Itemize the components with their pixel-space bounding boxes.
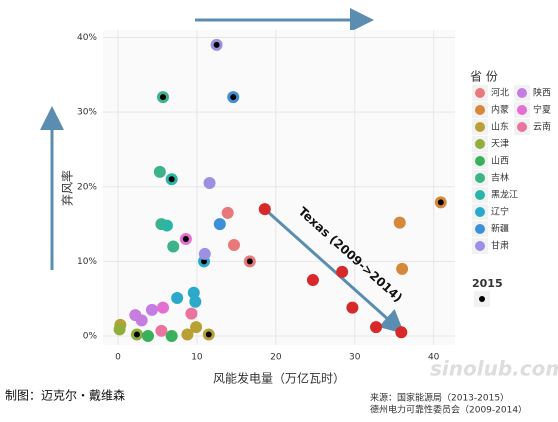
legend-label: 山西 <box>491 156 509 167</box>
legend-swatch <box>475 122 485 132</box>
y-tick-label: 0% <box>83 332 98 342</box>
x-tick-label: 10 <box>191 353 203 363</box>
point <box>135 314 148 327</box>
point <box>187 286 200 299</box>
legend-swatch <box>475 224 485 234</box>
y-tick-label: 40% <box>77 33 97 43</box>
point <box>228 238 241 251</box>
x-tick-label: 40 <box>428 353 440 363</box>
legend-swatch <box>475 207 485 217</box>
point <box>258 203 271 216</box>
x-axis-label: 风能发电量（万亿瓦时） <box>213 371 345 386</box>
marker-2015 <box>133 331 140 338</box>
legend-label: 天津 <box>491 139 509 150</box>
legend-swatch <box>475 88 485 98</box>
legend-label: 内蒙 <box>491 104 509 116</box>
legend-swatch <box>479 296 485 302</box>
marker-2015 <box>205 331 212 338</box>
y-axis-label: 弃风率 <box>60 170 75 206</box>
legend-label: 新疆 <box>491 223 509 235</box>
legend-swatch <box>475 190 485 200</box>
legend-swatch <box>517 105 527 115</box>
source: 来源：国家能源局（2013-2015） <box>370 392 509 404</box>
point <box>156 301 169 314</box>
legend-swatch <box>475 156 485 166</box>
point <box>171 291 184 304</box>
point <box>306 274 319 287</box>
legend-title: 2015 <box>472 277 503 290</box>
legend-label: 辽宁 <box>491 206 509 218</box>
x-tick-label: 20 <box>270 353 282 363</box>
point <box>346 301 359 314</box>
legend-swatch <box>475 139 485 149</box>
point <box>189 295 202 308</box>
marker-2015 <box>182 236 189 243</box>
point <box>153 165 166 178</box>
y-tick-label: 10% <box>77 257 97 267</box>
legend-swatch <box>517 122 527 132</box>
x-tick-label: 0 <box>115 353 121 363</box>
marker-2015 <box>213 41 220 48</box>
point <box>221 206 234 219</box>
point <box>396 262 409 275</box>
marker-2015 <box>246 258 253 265</box>
legend-swatch <box>475 173 485 183</box>
texas-arrow <box>267 210 405 334</box>
watermark: sinolub.com <box>430 357 558 381</box>
legend-label: 河北 <box>491 87 509 99</box>
point <box>190 321 203 334</box>
point <box>395 326 408 339</box>
point <box>141 330 154 343</box>
legend-swatch <box>475 241 485 251</box>
marker-2015 <box>168 176 175 183</box>
point <box>145 303 158 316</box>
legend-swatch <box>475 105 485 115</box>
y-tick-label: 20% <box>77 182 97 192</box>
point <box>160 219 173 232</box>
point <box>155 324 168 337</box>
marker-2015 <box>201 258 208 265</box>
legend-label: 宁夏 <box>533 104 551 116</box>
legend-title: 省 份 <box>470 70 498 84</box>
point <box>370 321 383 334</box>
marker-2015 <box>437 199 444 206</box>
legend-label: 山东 <box>491 121 509 133</box>
point <box>167 240 180 253</box>
legend-swatch <box>517 88 527 98</box>
marker-2015 <box>230 94 237 101</box>
credit: 制图：迈克尔・戴维森 <box>5 388 125 403</box>
legend-label: 陕西 <box>533 87 551 99</box>
point <box>198 247 211 260</box>
point <box>203 177 216 190</box>
point <box>165 330 178 343</box>
legend-label: 吉林 <box>491 172 509 184</box>
legend-label: 黑龙江 <box>491 189 518 201</box>
legend-label: 甘肃 <box>491 240 509 252</box>
legend-label: 云南 <box>533 121 551 133</box>
plot-panel <box>103 30 455 345</box>
point <box>181 328 194 341</box>
point <box>113 323 126 336</box>
x-tick-label: 30 <box>349 353 361 363</box>
source: 德州电力可靠性委员会（2009-2014） <box>370 404 527 416</box>
point <box>336 265 349 278</box>
point <box>213 218 226 231</box>
point <box>393 216 406 229</box>
marker-2015 <box>159 94 166 101</box>
point <box>185 307 198 320</box>
y-tick-label: 30% <box>77 108 97 118</box>
